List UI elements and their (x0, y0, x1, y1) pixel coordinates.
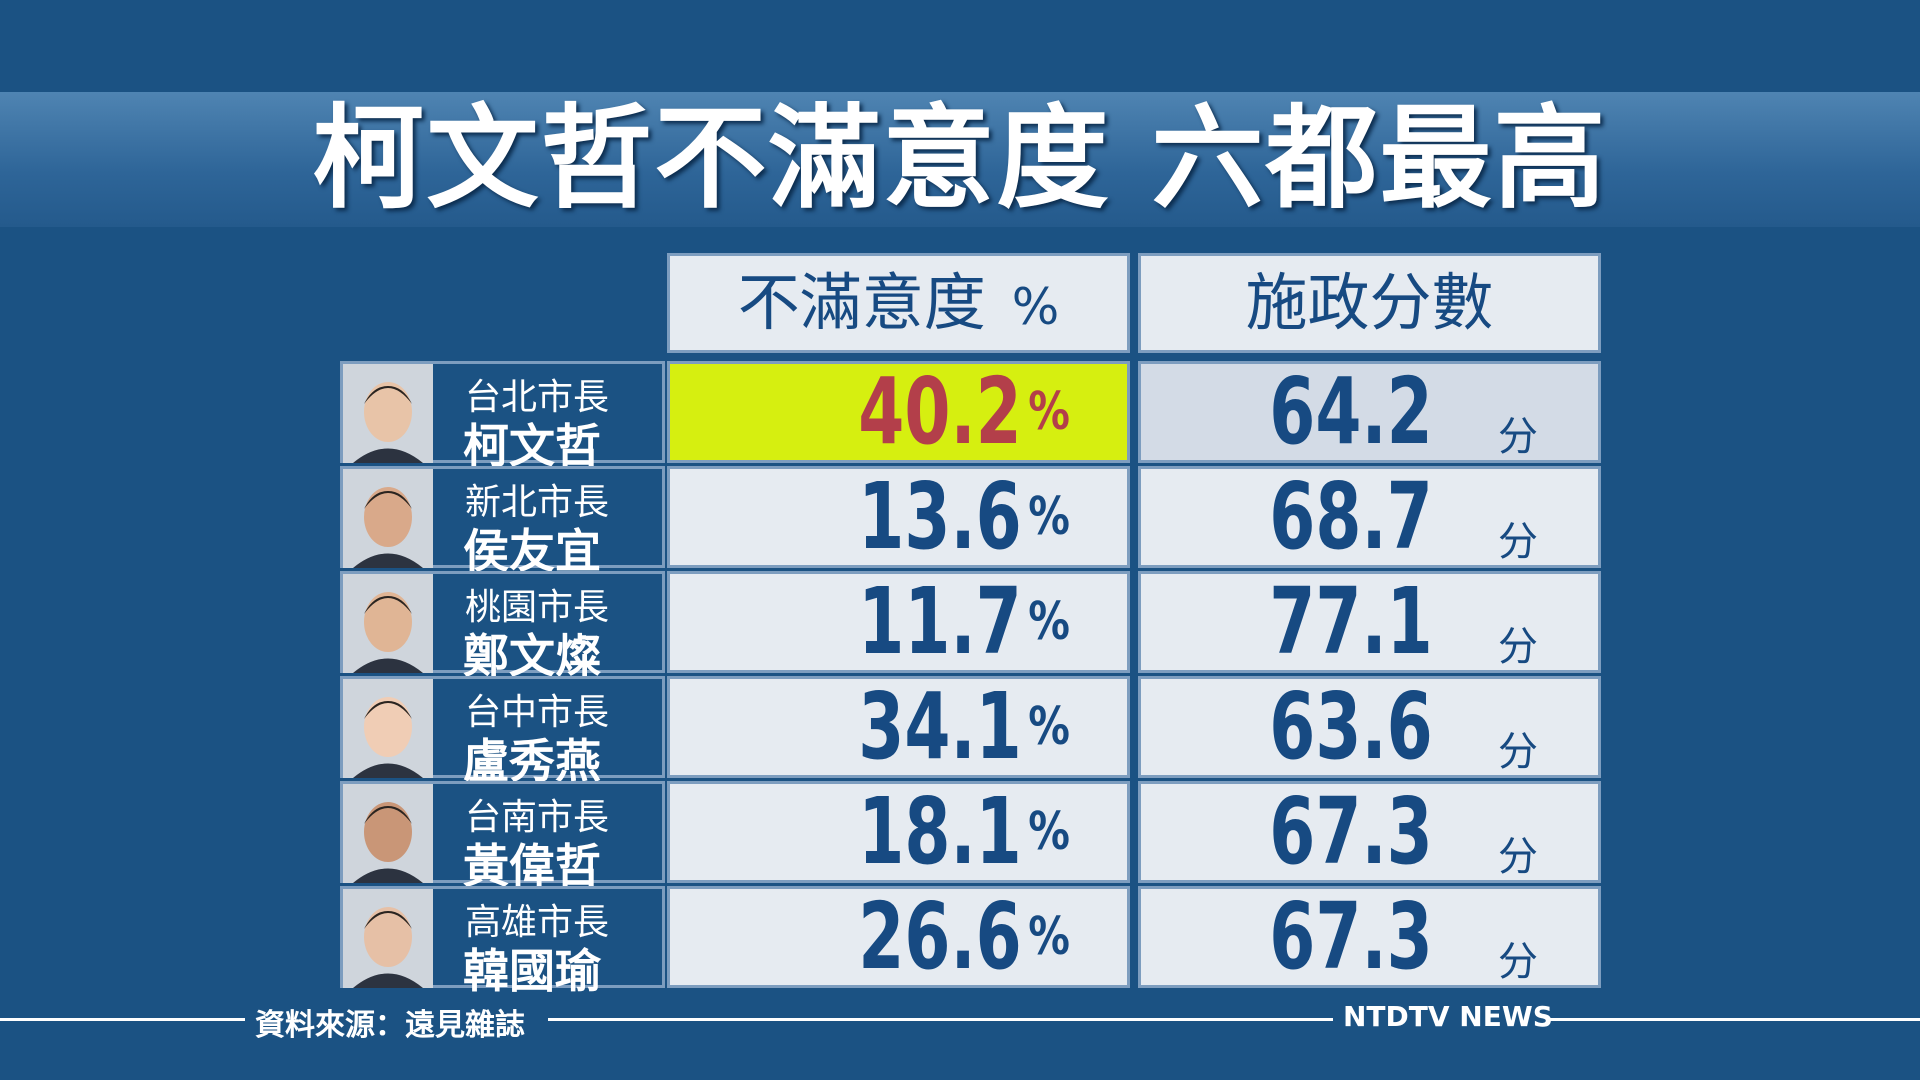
photo (343, 574, 433, 673)
title: 柯文哲不滿意度 六都最高 (312, 94, 1608, 224)
score-value: 67.3 (1269, 778, 1433, 885)
title-band (0, 92, 1920, 227)
name: 侯友宜 (463, 524, 601, 578)
portrait (343, 679, 433, 778)
role: 新北市長 (465, 482, 610, 523)
photo (343, 784, 433, 883)
score-value: 63.6 (1269, 673, 1433, 780)
dissatisfaction-value: 11.7 (858, 568, 1022, 675)
name-cell: 台北市長 柯文哲 (340, 361, 665, 473)
dissatisfaction-cell: 11.7% (667, 568, 1130, 675)
score-value: 77.1 (1269, 568, 1433, 675)
score-cell: 68.7 分 (1138, 463, 1601, 570)
portrait (343, 784, 433, 883)
name-cell: 桃園市長 鄭文燦 (340, 571, 665, 683)
dissatisfaction-value: 34.1 (858, 673, 1022, 780)
header-cell: 不滿意度% (667, 253, 1130, 353)
score-value: 64.2 (1269, 358, 1433, 465)
footer-line (1547, 1018, 1920, 1021)
score-unit: 分 (1498, 519, 1538, 565)
name-cell: 台南市長 黃偉哲 (340, 781, 665, 893)
header-score: 施政分數 (1245, 266, 1494, 339)
role: 台南市長 (465, 797, 610, 838)
portrait (343, 574, 433, 673)
brand: NTDTV NEWS (1343, 1000, 1553, 1033)
percent-unit: % (1028, 697, 1070, 757)
percent-unit: % (1028, 487, 1070, 547)
dissatisfaction-value: 40.2 (858, 358, 1022, 465)
photo (343, 889, 433, 988)
photo (343, 469, 433, 568)
score-cell: 67.3 分 (1138, 883, 1601, 990)
dissatisfaction-value: 18.1 (858, 778, 1022, 885)
score-unit: 分 (1498, 834, 1538, 880)
photo (343, 679, 433, 778)
portrait (343, 364, 433, 463)
role: 台北市長 (465, 377, 610, 418)
percent-unit: % (1028, 907, 1070, 967)
dissatisfaction-cell: 18.1% (667, 778, 1130, 885)
dissatisfaction-value: 13.6 (858, 463, 1022, 570)
dissatisfaction-cell: 40.2% (667, 358, 1130, 465)
percent-unit: % (1028, 802, 1070, 862)
score-unit: 分 (1498, 729, 1538, 775)
footer-line (548, 1018, 1333, 1021)
score-value: 67.3 (1269, 883, 1433, 990)
portrait (343, 889, 433, 988)
name: 黃偉哲 (463, 839, 601, 893)
source: 資料來源：遠見雜誌 (255, 1008, 525, 1043)
name: 柯文哲 (463, 419, 601, 473)
header-unit: % (1011, 278, 1060, 336)
footer-line (0, 1018, 245, 1021)
score-cell: 63.6 分 (1138, 673, 1601, 780)
score-cell: 64.2 分 (1138, 358, 1601, 465)
photo (343, 364, 433, 463)
score-cell: 67.3 分 (1138, 778, 1601, 885)
dissatisfaction-cell: 26.6% (667, 883, 1130, 990)
role: 桃園市長 (465, 587, 610, 628)
percent-unit: % (1028, 592, 1070, 652)
score-cell: 77.1 分 (1138, 568, 1601, 675)
dissatisfaction-cell: 13.6% (667, 463, 1130, 570)
name-cell: 台中市長 盧秀燕 (340, 676, 665, 788)
portrait (343, 469, 433, 568)
dissatisfaction-value: 26.6 (858, 883, 1022, 990)
name: 盧秀燕 (463, 734, 601, 788)
header-cell: 施政分數 (1138, 253, 1601, 353)
name: 韓國瑜 (463, 944, 601, 998)
dissatisfaction-cell: 34.1% (667, 673, 1130, 780)
name: 鄭文燦 (463, 629, 601, 683)
score-unit: 分 (1498, 939, 1538, 985)
role: 高雄市長 (465, 902, 610, 943)
name-cell: 新北市長 侯友宜 (340, 466, 665, 578)
header-dissatisfaction: 不滿意度 (737, 266, 986, 339)
score-value: 68.7 (1269, 463, 1433, 570)
score-unit: 分 (1498, 624, 1538, 670)
score-unit: 分 (1498, 414, 1538, 460)
role: 台中市長 (465, 692, 610, 733)
name-cell: 高雄市長 韓國瑜 (340, 886, 665, 998)
percent-unit: % (1028, 382, 1070, 442)
